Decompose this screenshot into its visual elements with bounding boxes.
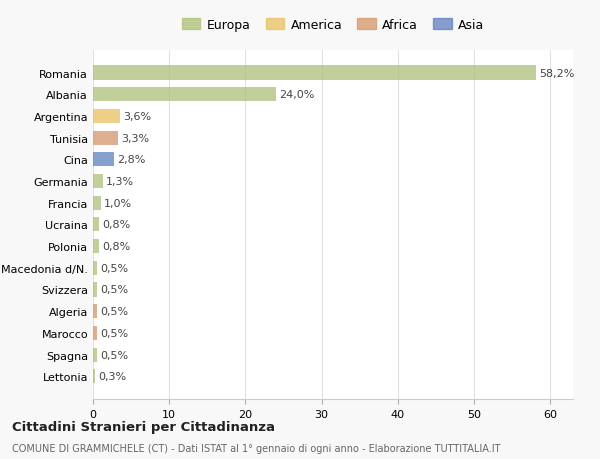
Text: 0,5%: 0,5%	[100, 350, 128, 360]
Bar	[93, 174, 103, 189]
Text: 0,8%: 0,8%	[102, 241, 130, 252]
Text: 0,5%: 0,5%	[100, 328, 128, 338]
Text: 58,2%: 58,2%	[539, 68, 575, 78]
Text: 0,5%: 0,5%	[100, 307, 128, 317]
Text: 3,6%: 3,6%	[124, 112, 152, 122]
Bar	[93, 304, 97, 319]
Bar	[93, 283, 97, 297]
Bar	[93, 67, 536, 80]
Text: 1,3%: 1,3%	[106, 177, 134, 187]
Bar	[93, 261, 97, 275]
Text: 3,3%: 3,3%	[121, 133, 149, 143]
Text: COMUNE DI GRAMMICHELE (CT) - Dati ISTAT al 1° gennaio di ogni anno - Elaborazion: COMUNE DI GRAMMICHELE (CT) - Dati ISTAT …	[12, 443, 500, 453]
Bar	[93, 153, 115, 167]
Text: 0,8%: 0,8%	[102, 220, 130, 230]
Text: 24,0%: 24,0%	[279, 90, 314, 100]
Bar	[93, 326, 97, 340]
Bar	[93, 131, 118, 146]
Text: 0,3%: 0,3%	[98, 371, 127, 381]
Bar	[93, 369, 95, 383]
Legend: Europa, America, Africa, Asia: Europa, America, Africa, Asia	[179, 17, 487, 34]
Bar	[93, 88, 276, 102]
Bar	[93, 196, 101, 210]
Bar	[93, 348, 97, 362]
Text: Cittadini Stranieri per Cittadinanza: Cittadini Stranieri per Cittadinanza	[12, 420, 275, 433]
Bar	[93, 110, 121, 124]
Bar	[93, 240, 99, 253]
Text: 2,8%: 2,8%	[118, 155, 146, 165]
Bar	[93, 218, 99, 232]
Text: 1,0%: 1,0%	[104, 198, 132, 208]
Text: 0,5%: 0,5%	[100, 285, 128, 295]
Text: 0,5%: 0,5%	[100, 263, 128, 273]
